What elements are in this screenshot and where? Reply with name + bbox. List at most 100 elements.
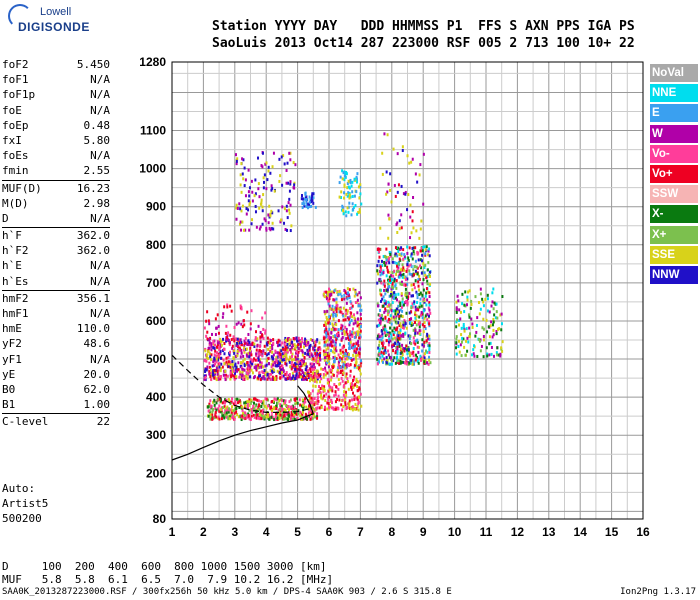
echo-point [345,192,348,196]
echo-point [225,398,228,402]
echo-point [308,205,311,209]
echo-point [304,337,307,341]
echo-point [377,359,380,363]
echo-point [359,317,362,321]
echo-point [457,344,460,348]
logo-line2: DIGISONDE [18,20,90,34]
echo-point [284,417,287,421]
echo-point [427,306,430,310]
echo-point [208,346,211,350]
echo-point [217,324,220,328]
echo-point [418,173,421,177]
echo-point [461,336,464,340]
echo-point [321,384,324,388]
echo-point [422,278,425,282]
echo-point [262,375,265,379]
echo-point [230,373,233,377]
echo-point [349,195,352,199]
echo-point [418,274,421,278]
echo-point [255,354,258,358]
echo-point [337,366,340,370]
echo-point [342,318,345,322]
echo-point [266,178,269,182]
echo-point [418,236,421,240]
echo-point [232,374,235,378]
echo-point [308,392,311,396]
echo-point [357,304,360,308]
echo-point [341,346,344,350]
echo-point [322,367,325,371]
param-key: h`E [2,259,22,273]
echo-point [331,389,334,393]
x-tick-label: 10 [448,525,462,539]
echo-point [317,348,320,352]
echo-point [488,353,491,357]
echo-point [280,218,283,222]
echo-point [497,353,500,357]
legend-item: X+ [650,225,698,244]
echo-point [475,330,478,334]
echo-point [495,302,498,306]
header-line1: Station YYYY DAY DDD HHMMSS P1 FFS S AXN… [212,19,635,34]
echo-point [330,349,333,353]
echo-point [253,194,256,198]
echo-point [394,328,397,332]
echo-point [324,312,327,316]
echo-point [306,343,309,347]
echo-point [207,405,210,409]
echo-point [213,368,216,372]
echo-point [377,323,380,327]
echo-point [238,222,241,226]
echo-point [407,295,410,299]
echo-point [301,202,304,206]
echo-point [203,359,206,363]
echo-point [227,355,230,359]
echo-point [350,385,353,389]
echo-point [207,350,210,354]
echo-point [209,417,212,421]
echo-point [291,404,294,408]
legend-item: SSW [650,185,698,204]
echo-point [256,366,259,370]
y-tick-label: 300 [146,428,166,442]
echo-point [290,415,293,419]
echo-point [338,360,341,364]
echo-point [328,357,331,361]
echo-point [236,349,239,353]
echo-point [217,377,220,381]
echo-point [412,283,415,287]
echo-point [328,362,331,366]
echo-point [325,335,328,339]
echo-point [357,395,360,399]
echo-point [248,228,251,232]
echo-point [257,324,260,328]
echo-point [400,334,403,338]
echo-point [314,384,317,388]
echo-point [344,210,347,214]
echo-point [419,354,422,358]
echo-point [323,356,326,360]
echo-point [397,183,400,187]
echo-point [286,346,289,350]
echo-point [270,415,273,419]
echo-point [403,253,406,257]
echo-point [385,192,388,196]
echo-point [341,324,344,328]
echo-point [218,346,221,350]
echo-point [425,303,428,307]
param-value: N/A [90,211,110,225]
echo-point [345,214,348,218]
echo-point [232,357,235,361]
echo-point [347,317,350,321]
echo-point [278,343,281,347]
echo-point [247,414,250,418]
echo-point [386,304,389,308]
echo-point [323,358,326,362]
echo-point [241,414,244,418]
echo-point [240,351,243,355]
echo-point [389,303,392,307]
echo-point [348,288,351,292]
echo-point [286,406,289,410]
echo-point [230,413,233,417]
echo-point [285,377,288,381]
